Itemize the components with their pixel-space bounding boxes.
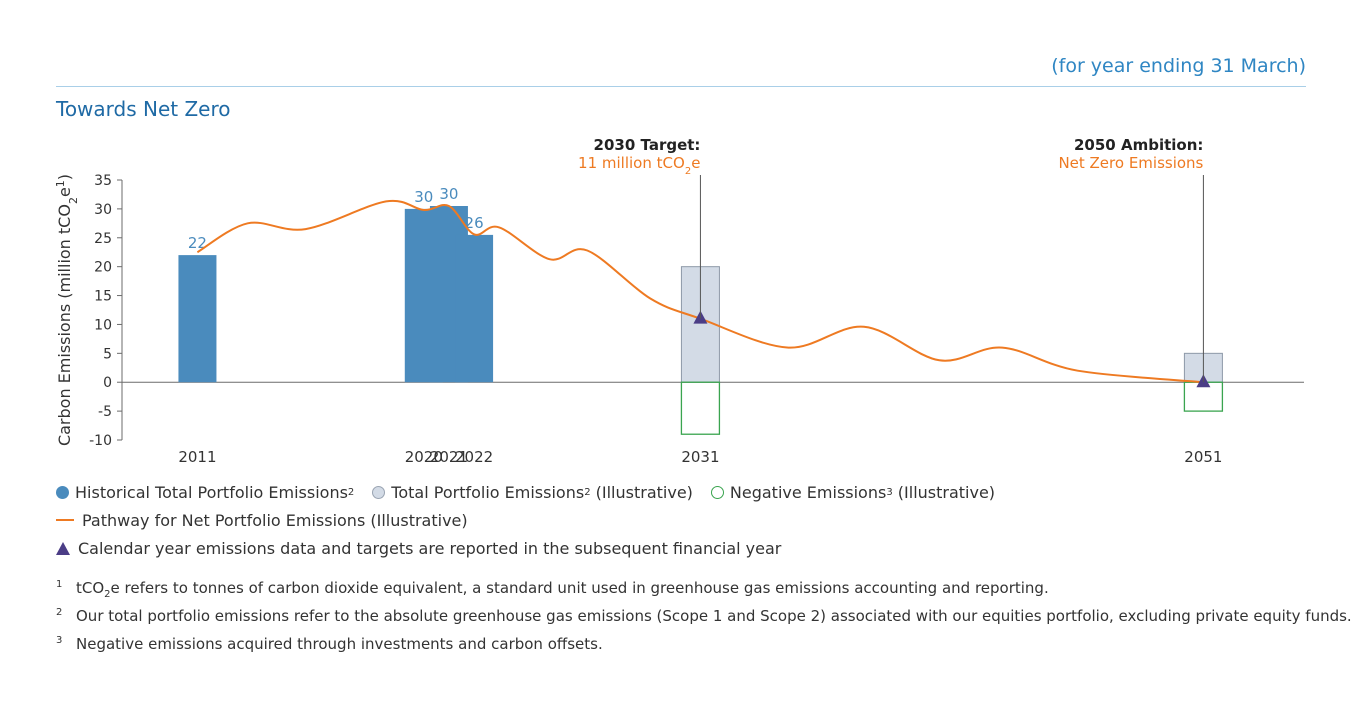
pathway-line: [196, 199, 1204, 384]
bar-value-label: 30: [439, 185, 458, 203]
x-tick-label: 2021: [430, 448, 468, 466]
y-tick-label: 0: [103, 375, 112, 391]
y-tick-label: 25: [94, 231, 112, 247]
x-tick-label: 2051: [1184, 448, 1222, 466]
y-tick-label: 15: [94, 289, 112, 305]
legend-row-1: Historical Total Portfolio Emissions 2 To…: [56, 478, 1013, 506]
footnote-1: 1 tCO2e refers to tonnes of carbon dioxi…: [56, 578, 1352, 606]
legend-marker-label: Calendar year emissions data and targets…: [78, 538, 782, 558]
footnotes: 1 tCO2e refers to tonnes of carbon dioxi…: [56, 578, 1352, 662]
bar-value-label: 26: [465, 214, 484, 232]
bar-value-label: 22: [188, 234, 207, 252]
y-tick-label: 10: [94, 317, 112, 333]
legend-total-sup: 2: [584, 486, 591, 498]
footnote-text-pre: tCO: [76, 579, 105, 597]
historical-swatch-icon: [56, 485, 69, 499]
axes: 35 30 25 20 15 10 5 0 -5 -10: [89, 173, 1304, 449]
y-tick-label: 20: [94, 260, 112, 276]
legend-total-label: Total Portfolio Emissions: [391, 482, 585, 502]
target-title: 2050 Ambition:: [1074, 136, 1203, 154]
legend-total-tail: (Illustrative): [590, 482, 693, 502]
y-tick-label: -5: [98, 404, 112, 420]
legend-marker: Calendar year emissions data and targets…: [56, 539, 781, 558]
target-subtitle: Net Zero Emissions: [1058, 154, 1203, 172]
legend-total: Total Portfolio Emissions 2 (Illustrative…: [372, 483, 693, 502]
x-tick-label: 2031: [681, 448, 719, 466]
footnote-text-post: e refers to tonnes of carbon dioxide equ…: [110, 579, 1049, 597]
legend-pathway-label: Pathway for Net Portfolio Emissions (Ill…: [82, 510, 468, 530]
legend-row-2: Pathway for Net Portfolio Emissions (Ill…: [56, 506, 1013, 534]
annotations: 2030 Target:11 million tCO2e 2050 Ambitio…: [578, 136, 1204, 383]
footnote-number: 1: [56, 579, 63, 590]
bar-value-label: 30: [414, 188, 433, 206]
y-tick-label: 30: [94, 202, 112, 218]
legend-negative: Negative Emissions 3 (Illustrative): [710, 482, 996, 502]
bars: 22 30 30 26: [178, 185, 1224, 435]
legend-negative-label: Negative Emissions: [729, 482, 887, 502]
pathway-line-icon: [56, 519, 74, 521]
y-tick-label: 35: [94, 173, 112, 189]
header-divider: [56, 86, 1306, 87]
chart-title: Towards Net Zero: [56, 97, 231, 121]
footnote-number: 2: [56, 607, 63, 618]
footnote-number: 3: [56, 635, 63, 646]
x-tick-label: 2020: [405, 448, 443, 466]
legend-row-3: Calendar year emissions data and targets…: [56, 534, 1013, 562]
footnote-text: Our total portfolio emissions refer to t…: [76, 607, 1352, 625]
footnote-3: 3 Negative emissions acquired through in…: [56, 634, 1352, 662]
year-ending-note: (for year ending 31 March): [1051, 55, 1306, 77]
x-tick-label: 2011: [178, 448, 216, 466]
legend-historical-label: Historical Total Portfolio Emissions: [75, 482, 348, 502]
legend-pathway: Pathway for Net Portfolio Emissions (Ill…: [56, 511, 468, 530]
y-tick-label: 5: [103, 346, 112, 362]
legend-historical: Historical Total Portfolio Emissions 2: [56, 483, 354, 502]
footnote-text-sub: 2: [104, 589, 111, 600]
y-axis-title: Carbon Emissions (million tCO2e1): [54, 174, 80, 446]
y-tick-label: -10: [89, 433, 112, 449]
legend-historical-sup: 2: [347, 486, 355, 498]
x-tick-label: 2022: [455, 448, 493, 466]
y-axis-label: Carbon Emissions (million tCO2e1): [54, 174, 80, 446]
footnote-2: 2 Our total portfolio emissions refer to…: [56, 606, 1352, 634]
footnote-text: Negative emissions acquired through inve…: [76, 635, 603, 653]
negative-emissions-bar: [680, 381, 721, 435]
target-subtitle: 11 million tCO2e: [578, 154, 700, 177]
footnote-text: tCO2e refers to tonnes of carbon dioxide…: [76, 578, 1049, 605]
target-title: 2030 Target:: [594, 136, 701, 154]
legend-negative-tail: (Illustrative): [892, 482, 996, 502]
negative-swatch-icon: [710, 485, 724, 499]
triangle-marker-icon: [56, 541, 70, 555]
historical-bar: [455, 234, 494, 383]
illustrative-swatch-icon: [372, 485, 386, 499]
legend-negative-sup: 3: [886, 486, 893, 498]
legend: Historical Total Portfolio Emissions 2 To…: [56, 478, 1013, 562]
historical-bar: [178, 255, 217, 383]
